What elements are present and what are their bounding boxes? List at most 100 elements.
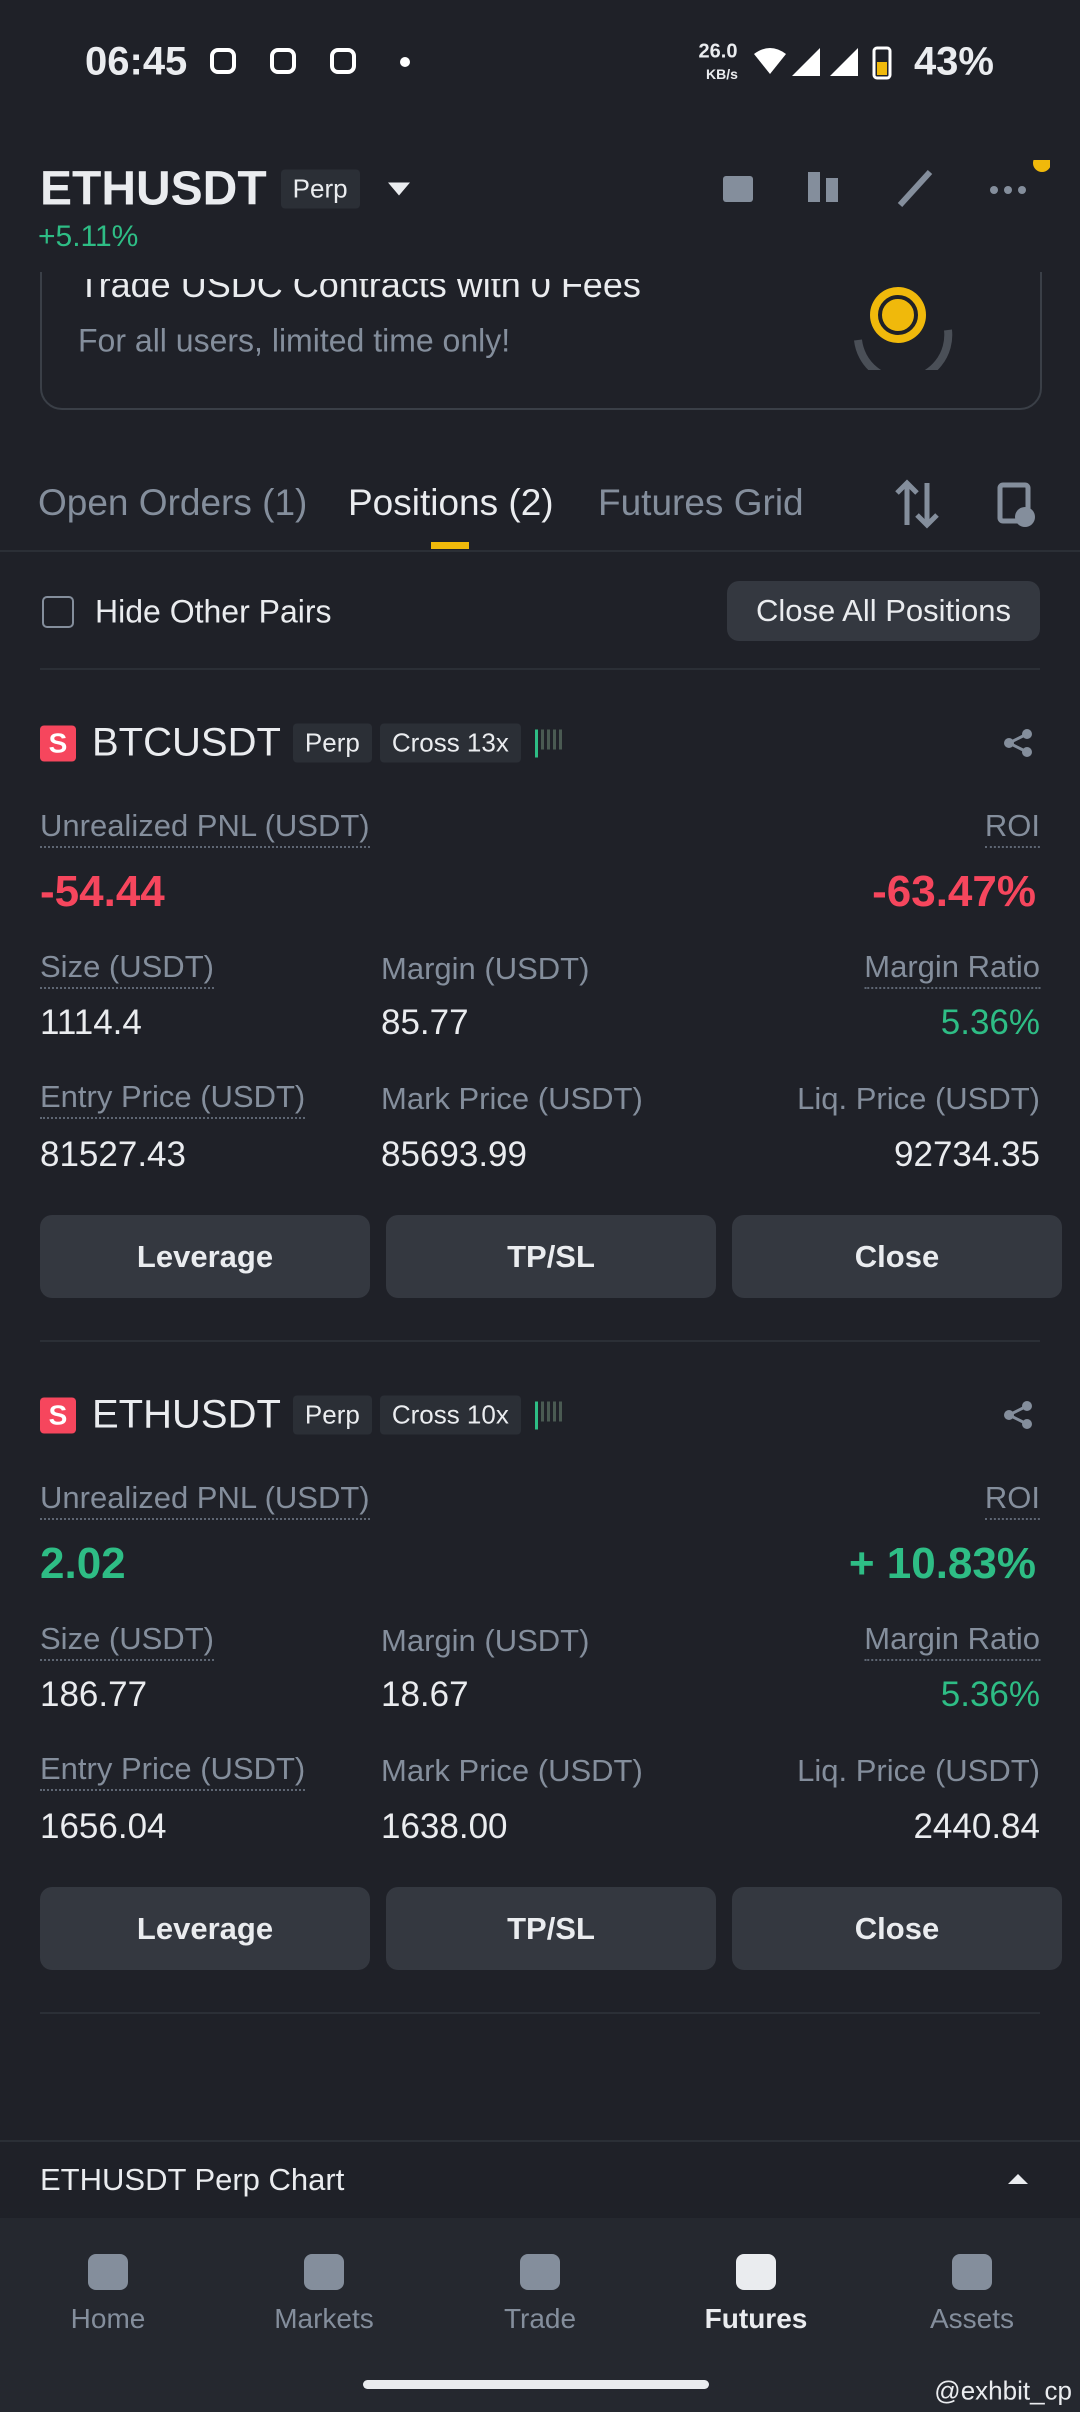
- bottom-nav: [0, 2218, 1080, 2412]
- position-symbol: ETHUSDT: [92, 1392, 281, 1437]
- pair-tag: Perp: [280, 169, 360, 209]
- share-icon[interactable]: [1003, 728, 1033, 758]
- share-icon[interactable]: [1003, 1400, 1033, 1430]
- nav-label[interactable]: Assets: [929, 2303, 1015, 2334]
- price-change: +5.11%: [38, 220, 139, 253]
- margin-mode: Cross 13x: [379, 723, 521, 763]
- tab-icons: [895, 479, 1035, 529]
- field-label: Size (USDT): [40, 949, 214, 989]
- app-icon: [210, 48, 236, 74]
- pnl-label: Unrealized PNL (USDT): [40, 808, 370, 848]
- field-value: 85.77: [381, 1003, 469, 1042]
- status-app-icons: [210, 48, 410, 78]
- position-button[interactable]: Close: [732, 1215, 1062, 1298]
- field-label: Margin (USDT): [381, 1623, 590, 1658]
- app-icon: [330, 48, 356, 74]
- field-label: Margin Ratio: [864, 949, 1040, 989]
- field-value: 186.77: [40, 1675, 148, 1714]
- status-signal-icons: [752, 44, 892, 80]
- position-symbol: BTCUSDT: [92, 720, 281, 765]
- status-speed-unit: KB/s: [706, 66, 738, 82]
- field-value: 1114.4: [40, 1003, 142, 1042]
- roi-value: + 10.83%: [848, 1539, 1036, 1588]
- tab-underline: [431, 542, 469, 549]
- position-header: S ETHUSDT Perp Cross 10x: [40, 1393, 565, 1438]
- field-label: Entry Price (USDT): [40, 1751, 306, 1791]
- chart-bar-arrow[interactable]: [1006, 2170, 1030, 2188]
- field-value: 5.36%: [940, 1003, 1040, 1042]
- watermark: @exhbit_cp: [934, 2375, 1072, 2406]
- nav-icon[interactable]: [948, 2246, 996, 2294]
- header-title-row: ETHUSDT Perp: [40, 162, 410, 217]
- header-icons: [723, 160, 1050, 208]
- field-label: Liq. Price (USDT): [797, 1753, 1040, 1788]
- tab[interactable]: Futures Grid: [598, 482, 804, 523]
- position-button[interactable]: Leverage: [40, 1215, 370, 1298]
- pnl-label: Unrealized PNL (USDT): [40, 1480, 370, 1520]
- roi-label: ROI: [984, 1480, 1040, 1520]
- side-badge: S: [40, 1397, 76, 1433]
- position-button[interactable]: TP/SL: [386, 1215, 716, 1298]
- nav-icon[interactable]: [732, 2246, 780, 2294]
- position-type: Perp: [292, 723, 372, 763]
- divider: [40, 2012, 1040, 2014]
- position-button[interactable]: Leverage: [40, 1887, 370, 1970]
- nav-label[interactable]: Trade: [503, 2303, 577, 2334]
- chart-bar-title[interactable]: ETHUSDT Perp Chart: [40, 2162, 345, 2197]
- banner-title: Trade USDC Contracts with 0 Fees: [78, 279, 641, 305]
- status-speed: 26.0: [698, 40, 738, 63]
- notification-dot: [400, 57, 410, 67]
- position-button[interactable]: TP/SL: [386, 1887, 716, 1970]
- field-value: 1638.00: [381, 1807, 508, 1846]
- banner-coin-icon: [854, 287, 953, 370]
- field-value: 1656.04: [40, 1807, 167, 1846]
- pair-dropdown[interactable]: [387, 182, 410, 196]
- divider: [40, 1340, 1040, 1342]
- field-label: Margin Ratio: [864, 1621, 1040, 1661]
- close-all-button[interactable]: Close All Positions: [727, 581, 1040, 641]
- position-header: S BTCUSDT Perp Cross 13x: [40, 721, 565, 766]
- nav-icon[interactable]: [516, 2246, 564, 2294]
- side-badge: S: [40, 725, 76, 761]
- field-value: 85693.99: [381, 1135, 527, 1174]
- field-label: Liq. Price (USDT): [797, 1081, 1040, 1116]
- nav-icon[interactable]: [84, 2246, 132, 2294]
- checkbox[interactable]: [42, 596, 74, 628]
- nav-label[interactable]: Futures: [704, 2303, 808, 2334]
- tab-divider: [0, 550, 1080, 552]
- field-value: 18.67: [381, 1675, 469, 1714]
- tab[interactable]: Open Orders (1): [38, 482, 308, 523]
- position-type: Perp: [292, 1395, 372, 1435]
- status-battery: 43%: [913, 39, 994, 84]
- field-value: 2440.84: [913, 1807, 1040, 1846]
- field-label: Margin (USDT): [381, 951, 590, 986]
- nav-icon[interactable]: [300, 2246, 348, 2294]
- pair-symbol: ETHUSDT: [40, 162, 267, 216]
- app-header: [0, 0, 1080, 272]
- risk-indicator: [534, 1401, 565, 1429]
- pnl-value: 2.02: [40, 1539, 126, 1588]
- tab[interactable]: Positions (2): [348, 482, 554, 523]
- status-time: 06:45: [85, 39, 188, 84]
- banner-subtitle: For all users, limited time only!: [78, 322, 511, 359]
- field-label: Mark Price (USDT): [381, 1081, 643, 1116]
- roi-label: ROI: [984, 808, 1040, 848]
- position-button[interactable]: Close: [732, 1887, 1062, 1970]
- field-value: 92734.35: [894, 1135, 1040, 1174]
- hide-other-pairs-label[interactable]: Hide Other Pairs: [95, 593, 332, 630]
- chart-bar[interactable]: [0, 2140, 1080, 2220]
- margin-mode: Cross 10x: [379, 1395, 521, 1435]
- roi-value: -63.47%: [872, 867, 1036, 916]
- pnl-value: -54.44: [40, 867, 165, 916]
- field-value: 81527.43: [40, 1135, 186, 1174]
- field-label: Size (USDT): [40, 1621, 214, 1661]
- app-icon: [270, 48, 296, 74]
- field-label: Mark Price (USDT): [381, 1753, 643, 1788]
- nav-label[interactable]: Home: [70, 2303, 146, 2334]
- home-indicator: [363, 2380, 709, 2389]
- field-value: 5.36%: [940, 1675, 1040, 1714]
- field-label: Entry Price (USDT): [40, 1079, 306, 1119]
- risk-indicator: [534, 729, 565, 757]
- nav-label[interactable]: Markets: [274, 2303, 374, 2334]
